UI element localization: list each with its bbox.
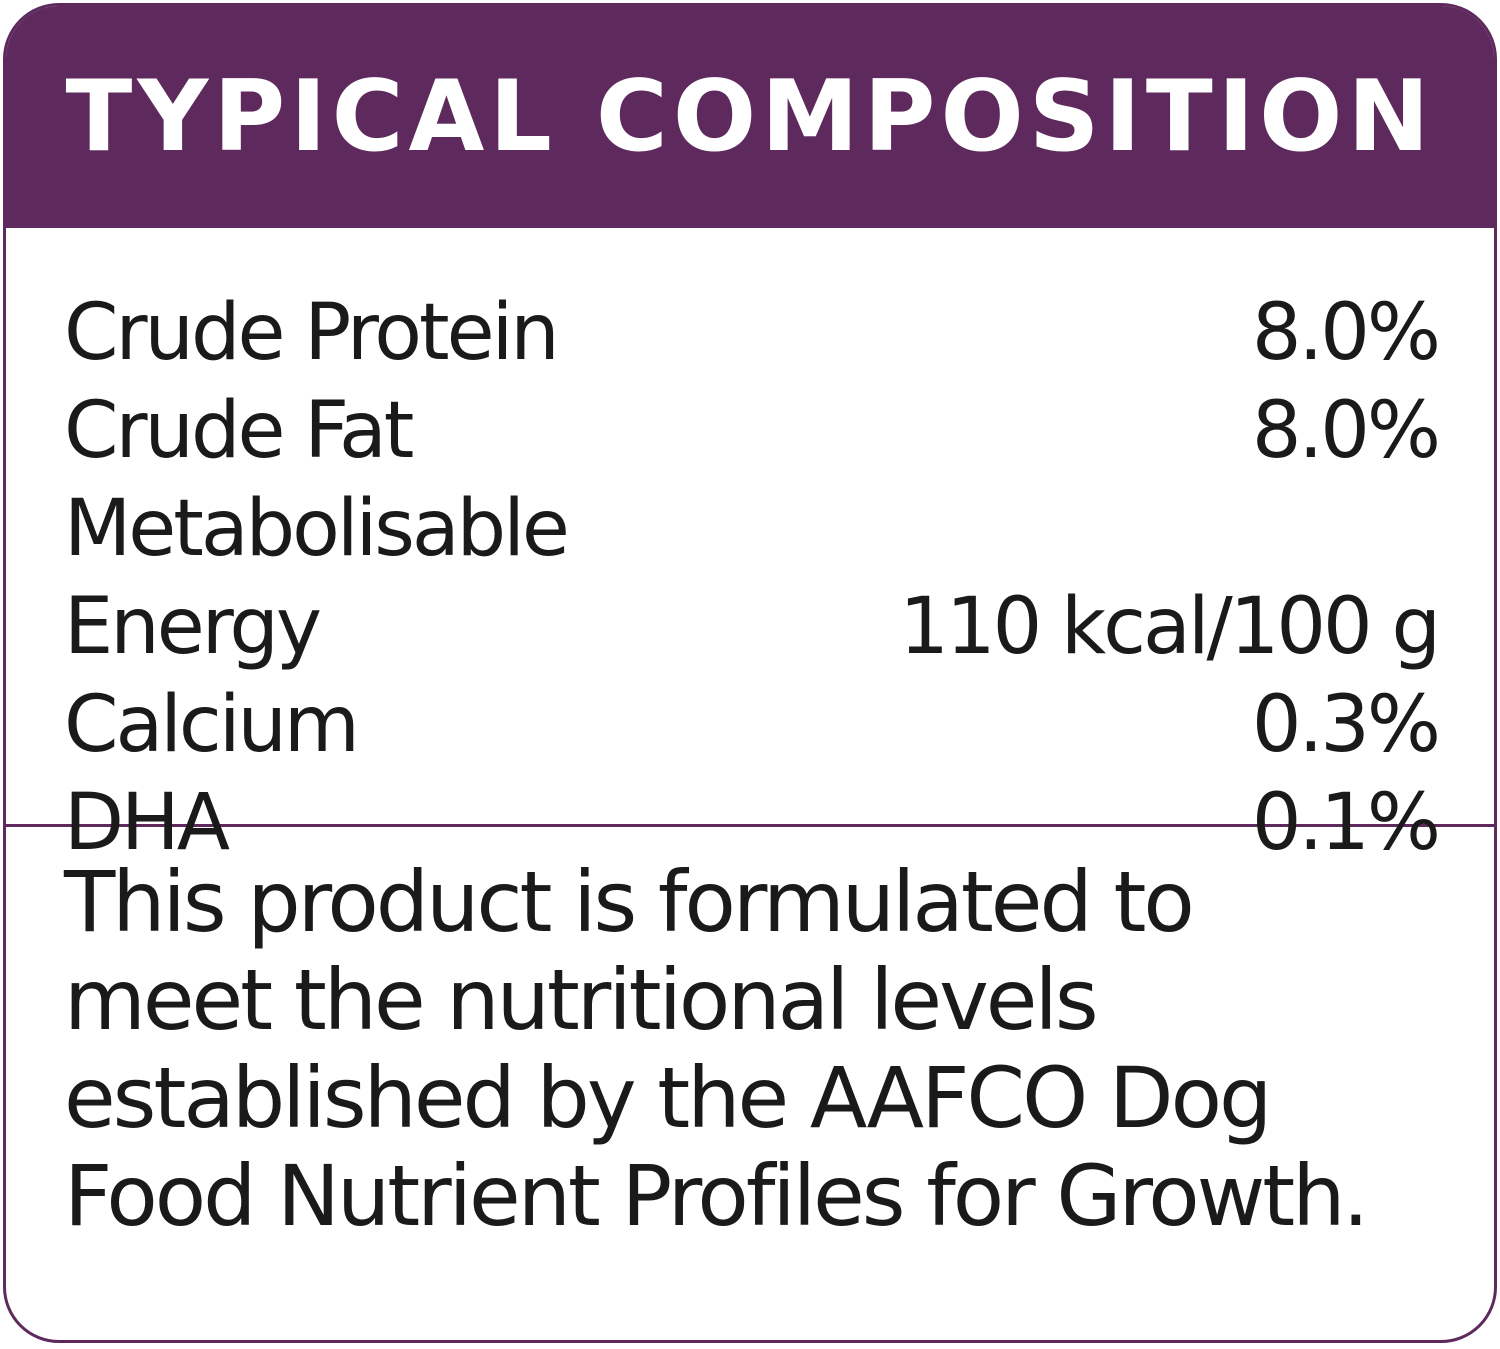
table-row: Crude Protein 8.0%	[64, 284, 1441, 382]
divider	[6, 824, 1494, 827]
row-label: DHA	[64, 778, 230, 868]
table-row: Metabolisable Energy 110 kcal/100 g	[64, 480, 1441, 676]
row-value: 0.1%	[1251, 778, 1441, 868]
row-value: 110 kcal/100 g	[899, 582, 1441, 672]
note: This product is formulated to meet the n…	[64, 853, 1369, 1245]
table-row: Calcium 0.3%	[64, 676, 1441, 774]
row-label: Calcium	[64, 680, 360, 770]
composition-table: Crude Protein 8.0% Crude Fat 8.0% Metabolisa…	[6, 228, 1494, 868]
row-value: 8.0%	[1251, 386, 1441, 476]
row-value: 8.0%	[1251, 288, 1441, 378]
table-row: DHA 0.1%	[64, 774, 1441, 872]
composition-card: TYPICAL COMPOSITION Crude Protein 8.0% Cru…	[3, 3, 1497, 1343]
row-label: Metabolisable Energy	[64, 484, 570, 672]
row-value: 0.3%	[1251, 680, 1441, 770]
title: TYPICAL COMPOSITION	[65, 60, 1435, 174]
row-label: Crude Fat	[64, 386, 414, 476]
header: TYPICAL COMPOSITION	[6, 6, 1494, 228]
row-label: Crude Protein	[64, 288, 560, 378]
table-row: Crude Fat 8.0%	[64, 382, 1441, 480]
